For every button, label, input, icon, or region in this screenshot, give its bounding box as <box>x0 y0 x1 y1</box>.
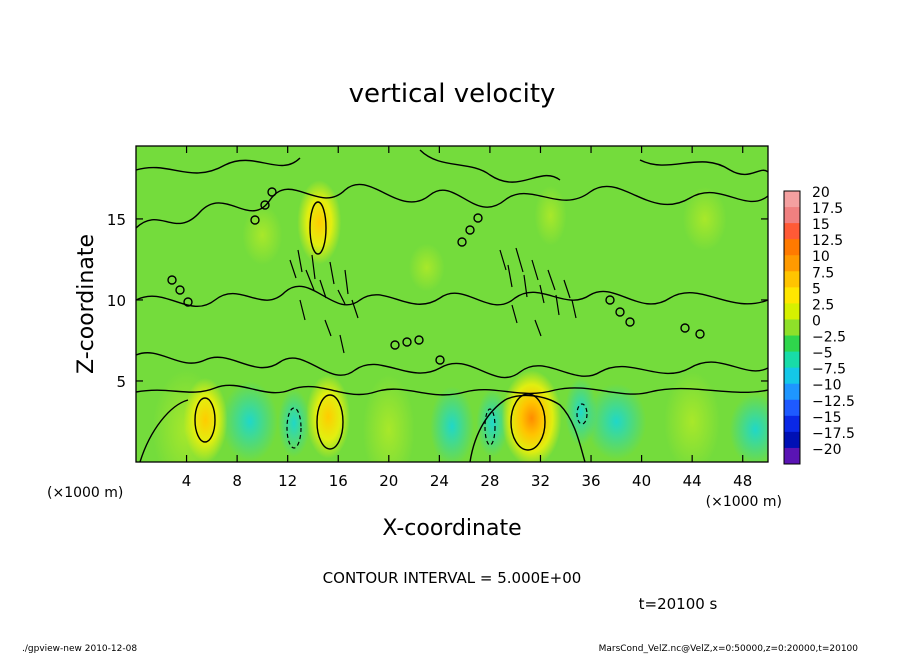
x-tick-label: 32 <box>531 472 550 490</box>
x-tick-label: 8 <box>232 472 242 490</box>
contour-lines <box>136 149 768 462</box>
background-anomaly <box>221 381 278 462</box>
colorbar-label: −5 <box>812 346 833 362</box>
chart-title: vertical velocity <box>349 79 556 109</box>
colorbar-swatch <box>784 271 800 288</box>
contour-mid-a <box>136 285 768 307</box>
contour-updraft-1 <box>194 397 216 443</box>
y-axis-ticks: 5 10 15 <box>107 211 768 391</box>
colorbar-label: 15 <box>812 217 830 233</box>
y-tick-label: 15 <box>107 211 126 229</box>
x-tick-label: 36 <box>581 472 600 490</box>
x-axis-ticks: 4 8 12 16 20 24 28 32 36 40 44 48 <box>182 146 752 490</box>
y-tick-label: 5 <box>116 373 126 391</box>
x-tick-label: 16 <box>329 472 348 490</box>
contour-updraft-2 <box>316 394 344 450</box>
colorbar-label: 20 <box>812 185 830 201</box>
updraft-region <box>534 185 567 246</box>
colorbar-swatch <box>784 239 800 256</box>
colorbar-swatch <box>784 319 800 337</box>
dashed-contours <box>286 403 588 449</box>
downdraft-region <box>476 389 509 458</box>
updraft-region <box>306 374 351 459</box>
downdraft-region <box>278 389 310 458</box>
contour-updraft-3 <box>510 393 546 451</box>
colorbar-label: −17.5 <box>812 426 855 442</box>
x-axis-label: X-coordinate <box>382 516 521 541</box>
plot-area <box>136 146 768 462</box>
background-anomaly <box>430 386 474 462</box>
plot-frame <box>135 145 769 463</box>
x-tick-label: 28 <box>480 472 499 490</box>
contour-mid-b <box>136 352 768 379</box>
contour-upper-a <box>136 183 768 229</box>
x-unit-right: (×1000 m) <box>706 494 782 510</box>
colorbar: 2017.51512.5107.552.50−2.5−5−7.5−10−12.5… <box>783 185 855 465</box>
colorbar-label: 0 <box>812 313 821 329</box>
colorbar-label: −12.5 <box>812 394 855 410</box>
downdraft-region <box>564 377 597 446</box>
contour-interval: CONTOUR INTERVAL = 5.000E+00 <box>323 569 582 587</box>
background-anomaly <box>242 205 283 266</box>
footer-source: MarsCond_VelZ.nc@VelZ,x=0:50000,z=0:2000… <box>599 644 859 654</box>
colorbar-swatch <box>784 399 800 417</box>
downdraft-contour-1 <box>286 407 302 449</box>
colorbar-swatch <box>784 383 800 401</box>
velocity-blobs <box>152 180 768 462</box>
colorbar-swatch <box>784 447 800 465</box>
x-tick-label: 48 <box>733 472 752 490</box>
background-anomaly <box>682 186 727 251</box>
background-anomaly <box>362 374 415 462</box>
colorbar-swatch <box>784 367 800 385</box>
colorbar-label: 12.5 <box>812 233 843 249</box>
downdraft-contour-2 <box>484 408 496 446</box>
colorbar-swatch <box>784 415 800 433</box>
x-tick-label: 4 <box>182 472 192 490</box>
colorbar-swatch <box>784 191 800 208</box>
contour-updraft-top <box>309 201 327 255</box>
y-axis-label: Z-coordinate <box>74 234 99 374</box>
contour-upper-b <box>136 149 768 183</box>
colorbar-swatch <box>784 287 800 304</box>
downdraft-contour-3 <box>576 403 588 425</box>
background-anomaly <box>664 371 721 462</box>
x-tick-label: 24 <box>430 472 449 490</box>
x-tick-label: 40 <box>632 472 651 490</box>
colorbar-swatch <box>784 207 800 224</box>
colorbar-swatch <box>784 223 800 240</box>
colorbar-label: −10 <box>812 378 842 394</box>
colorbar-label: −2.5 <box>812 330 846 346</box>
contour-low <box>136 384 768 396</box>
contour-small-loops <box>167 187 705 365</box>
colorbar-label: 17.5 <box>812 201 843 217</box>
updraft-region <box>297 180 342 265</box>
background-anomaly <box>729 393 768 462</box>
y-tick-label: 10 <box>107 292 126 310</box>
updraft-region <box>183 377 228 462</box>
colorbar-label: 7.5 <box>812 265 834 281</box>
x-tick-label: 44 <box>683 472 702 490</box>
colorbar-swatch <box>784 335 800 353</box>
contour-lower-lobe <box>139 394 586 462</box>
colorbar-swatch <box>784 255 800 272</box>
colorbar-label: −7.5 <box>812 362 846 378</box>
colorbar-swatch <box>784 351 800 369</box>
x-tick-label: 12 <box>278 472 297 490</box>
background-anomaly <box>408 243 445 292</box>
footer-program: ./gpview-new 2010-12-08 <box>22 644 137 654</box>
background-anomaly <box>586 383 647 460</box>
colorbar-frame <box>783 190 801 465</box>
colorbar-label: −15 <box>812 410 842 426</box>
colorbar-label: 2.5 <box>812 297 834 313</box>
x-unit-left: (×1000 m) <box>47 485 123 501</box>
colorbar-label: 10 <box>812 249 830 265</box>
contour-turbulent-cluster <box>289 247 577 354</box>
colorbar-label: −20 <box>812 442 842 458</box>
colorbar-swatch <box>784 431 800 449</box>
x-tick-label: 20 <box>379 472 398 490</box>
time-label: t=20100 s <box>639 595 718 613</box>
colorbar-swatch <box>784 303 800 320</box>
colorbar-label: 5 <box>812 281 821 297</box>
